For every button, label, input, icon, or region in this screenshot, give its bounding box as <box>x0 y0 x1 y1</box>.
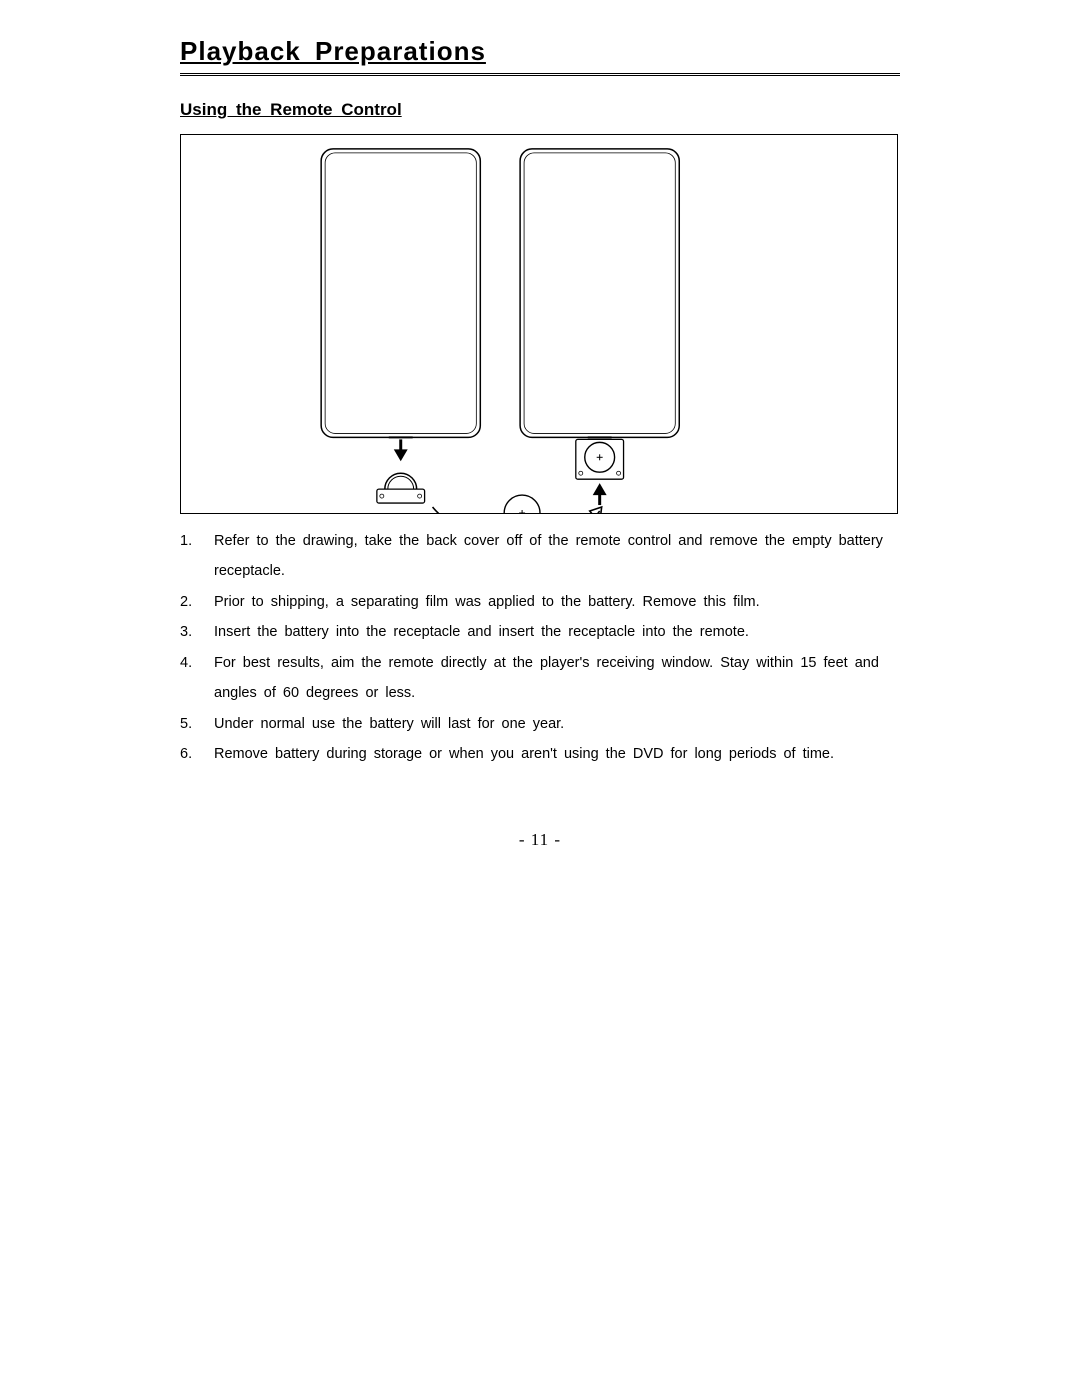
section-subtitle: Using the Remote Control <box>180 100 900 120</box>
page-number: - 11 - <box>180 830 900 850</box>
battery-receptacle-with-battery-right <box>576 439 624 479</box>
step-number: 1. <box>180 526 214 587</box>
step-text: Insert the battery into the receptacle a… <box>214 617 900 647</box>
arrow-down-icon <box>394 439 408 461</box>
remote-outline-right <box>520 149 679 437</box>
list-item: 4.For best results, aim the remote direc… <box>180 648 900 709</box>
step-number: 5. <box>180 709 214 739</box>
step-number: 2. <box>180 587 214 617</box>
step-number: 6. <box>180 739 214 769</box>
document-page: Playback Preparations Using the Remote C… <box>180 0 900 850</box>
list-item: 5.Under normal use the battery will last… <box>180 709 900 739</box>
step-number: 4. <box>180 648 214 709</box>
instruction-list: 1.Refer to the drawing, take the back co… <box>180 526 900 770</box>
step-text: Prior to shipping, a separating film was… <box>214 587 900 617</box>
battery-receptacle-with-battery-center <box>498 495 546 513</box>
arrow-up-icon <box>593 483 607 505</box>
step-number: 3. <box>180 617 214 647</box>
step-text: Remove battery during storage or when yo… <box>214 739 900 769</box>
step-text: Refer to the drawing, take the back cove… <box>214 526 900 587</box>
page-title: Playback Preparations <box>180 36 900 76</box>
remote-diagram <box>180 134 898 514</box>
list-item: 1.Refer to the drawing, take the back co… <box>180 526 900 587</box>
step-text: Under normal use the battery will last f… <box>214 709 900 739</box>
list-item: 6.Remove battery during storage or when … <box>180 739 900 769</box>
step-text: For best results, aim the remote directl… <box>214 648 900 709</box>
curve-right-arrow-icon <box>433 507 481 513</box>
battery-receptacle-empty <box>377 473 425 503</box>
list-item: 3.Insert the battery into the receptacle… <box>180 617 900 647</box>
list-item: 2.Prior to shipping, a separating film w… <box>180 587 900 617</box>
remote-outline-left <box>321 149 480 437</box>
curve-left-arrow-icon <box>560 507 602 513</box>
